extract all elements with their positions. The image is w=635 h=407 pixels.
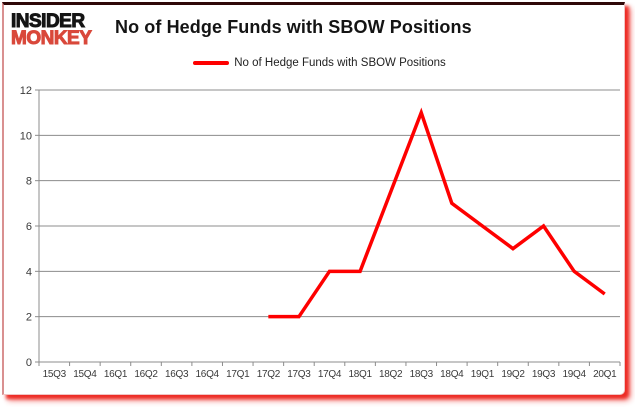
- x-axis-label: 17Q2: [257, 369, 281, 380]
- y-axis-label: 4: [26, 266, 32, 278]
- x-axis-label: 18Q1: [348, 369, 372, 380]
- logo-insider-text: INSIDER: [10, 11, 85, 32]
- y-axis-label: 6: [26, 221, 32, 233]
- legend-line-swatch: [193, 61, 230, 65]
- x-axis-label: 20Q1: [593, 369, 617, 380]
- x-axis-label: 18Q4: [440, 369, 464, 380]
- x-axis-label: 16Q4: [196, 369, 220, 380]
- x-axis-label: 18Q3: [410, 369, 434, 380]
- x-axis-label: 19Q4: [562, 369, 586, 380]
- chart-title: No of Hedge Funds with SBOW Positions: [115, 17, 472, 37]
- x-axis-label: 16Q2: [134, 369, 158, 380]
- x-axis-label: 19Q1: [471, 369, 495, 380]
- x-axis-label: 15Q3: [43, 369, 67, 380]
- y-axis-label: 0: [26, 357, 32, 369]
- y-axis-label: 10: [20, 130, 32, 142]
- y-axis-label: 2: [26, 312, 32, 324]
- logo-monkey-text: MONKEY: [10, 28, 92, 49]
- x-axis-label: 15Q4: [73, 369, 97, 380]
- x-axis-label: 19Q3: [532, 369, 556, 380]
- x-axis-label: 18Q2: [379, 369, 403, 380]
- x-axis-label: 16Q1: [104, 369, 128, 380]
- chart-card: INSIDER MONKEY No of Hedge Funds with SB…: [2, 2, 625, 395]
- y-axis-label: 12: [20, 85, 32, 97]
- insider-monkey-logo: INSIDER MONKEY: [10, 11, 92, 49]
- x-axis-label: 17Q4: [318, 369, 342, 380]
- x-axis-label: 17Q1: [226, 369, 250, 380]
- series-line: [268, 107, 606, 319]
- x-axis-label: 16Q3: [165, 369, 189, 380]
- x-axis-label: 17Q3: [287, 369, 311, 380]
- y-axis-label: 8: [26, 176, 32, 188]
- x-axis-label: 19Q2: [501, 369, 525, 380]
- legend-label: No of Hedge Funds with SBOW Positions: [234, 57, 446, 69]
- legend: No of Hedge Funds with SBOW Positions: [2, 57, 635, 69]
